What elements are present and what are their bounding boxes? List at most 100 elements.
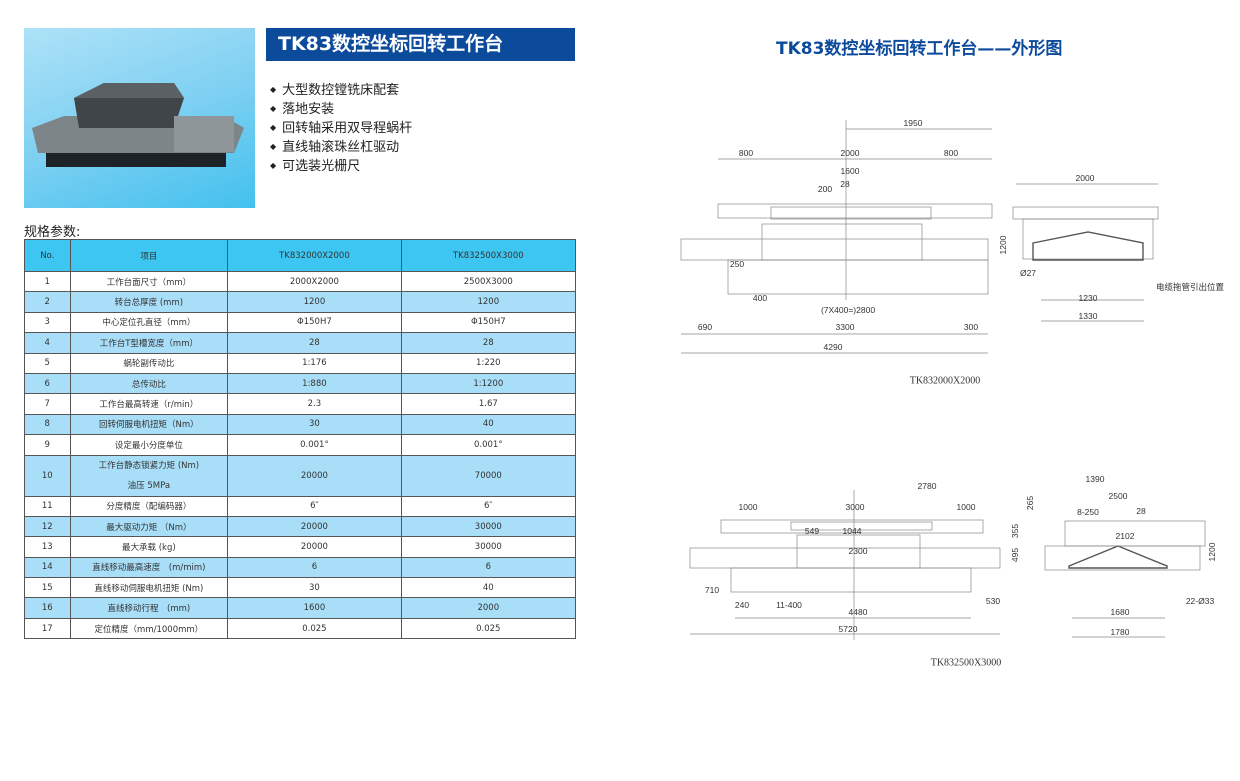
dimension-label: 530 [985, 596, 1001, 606]
dimension-label: 1000 [738, 502, 758, 512]
dimension-label: 28 [1136, 506, 1146, 516]
column-header: No. [24, 239, 71, 272]
table-cell: 1:880 [227, 372, 402, 395]
table-cell: 总传动比 [69, 372, 229, 395]
dimension-label: 1780 [1110, 627, 1130, 637]
table-row: 7 工作台最高转速（r/min） 2.3 1.67 [24, 393, 577, 415]
dimension-label: 2780 [917, 481, 937, 491]
feature-item: 回转轴采用双导程蜗杆 [270, 118, 412, 137]
feature-item: 落地安装 [270, 99, 412, 118]
dimension-label: 3000 [845, 502, 865, 512]
table-cell: 设定最小分度单位 [69, 434, 229, 456]
table-cell: 20000 [227, 454, 402, 497]
dimension-label: 3300 [835, 322, 855, 332]
dimension-label: 4290 [823, 342, 843, 352]
table-cell: 0.025 [400, 617, 577, 640]
table-row: 10 工作台静态锁紧力矩 (Nm) 油压 5MPa 20000 70000 [24, 454, 577, 497]
dimension-label: 300 [963, 322, 979, 332]
drawing-title: TK83数控坐标回转工作台——外形图 [776, 39, 1063, 59]
dimension-label: 1230 [1078, 293, 1098, 303]
dimension-label: 1680 [1110, 607, 1130, 617]
table-cell: 直线移动行程 (mm) [69, 597, 229, 619]
feature-item: 可选装光栅尺 [270, 156, 412, 175]
drawing-2-side [1044, 520, 1206, 638]
dimension-label: 5720 [838, 624, 858, 634]
dimension-label: 2000 [840, 148, 860, 158]
table-cell: 直线移动最高速度 (m/mim) [69, 556, 229, 579]
dimension-label: 11-400 [776, 600, 802, 610]
spec-table: No. 项目 TK832000X2000 TK832500X3000 1 工作台面尺寸（… [24, 239, 577, 640]
table-cell: 9 [24, 434, 71, 456]
table-cell: 工作台静态锁紧力矩 (Nm) 油压 5MPa [69, 454, 229, 497]
dimension-label: 2102 [1115, 531, 1135, 541]
table-cell: 1:1200 [400, 372, 577, 395]
table-cell: 17 [24, 617, 71, 640]
dimension-label: 1950 [903, 118, 923, 128]
dimension-label: 200 [817, 184, 833, 194]
table-row: 3 中心定位孔直径（mm） Φ150H7 Φ150H7 [24, 311, 577, 334]
table-cell: 6 [400, 556, 577, 579]
dimension-label: 240 [734, 600, 750, 610]
table-cell: 0.001° [227, 434, 402, 456]
table-row: 9 设定最小分度单位 0.001° 0.001° [24, 434, 577, 456]
table-cell: 1600 [227, 597, 402, 619]
table-cell: 28 [227, 332, 402, 354]
dimension-label: 电缆拖管引出位置 [1155, 282, 1225, 292]
table-row: 2 转台总厚度 (mm) 1200 1200 [24, 291, 577, 313]
table-cell: 28 [400, 332, 577, 354]
feature-item: 直线轴滚珠丝杠驱动 [270, 137, 412, 156]
table-cell: 转台总厚度 (mm) [69, 291, 229, 313]
dimension-label: 8-250 [1077, 507, 1099, 517]
table-cell: 40 [400, 413, 577, 436]
drawing-2-front [689, 490, 1001, 640]
table-cell: 14 [24, 556, 71, 579]
drawing-1-side [1012, 183, 1159, 322]
feature-list: 大型数控镗铣床配套落地安装回转轴采用双导程蜗杆直线轴滚珠丝杠驱动可选装光栅尺 [270, 80, 412, 175]
dimension-label: 2000 [1075, 173, 1095, 183]
dimension-label: Ø27 [1019, 268, 1037, 278]
table-row: 6 总传动比 1:880 1:1200 [24, 372, 577, 395]
dimension-label: 1044 [842, 526, 862, 536]
table-row: 1 工作台面尺寸（mm） 2000X2000 2500X3000 [24, 270, 577, 293]
dimension-label: 4480 [848, 607, 868, 617]
dimension-label: 800 [943, 148, 959, 158]
spec-label: 规格参数: [24, 225, 81, 240]
table-cell: 20000 [227, 515, 402, 538]
table-row: 8 回转伺服电机扭矩（Nm） 30 40 [24, 413, 577, 436]
table-row: 11 分度精度（配编码器） 6″ 6″ [24, 495, 577, 517]
dimension-label: 800 [738, 148, 754, 158]
drawing-2-caption: TK832500X3000 [930, 657, 1002, 669]
drawing-1-front [680, 120, 993, 354]
dimension-label: (7X400=)2800 [820, 305, 876, 315]
table-cell: 0.025 [227, 617, 402, 640]
dimension-label: 2300 [848, 546, 868, 556]
dimension-label: 710 [704, 585, 720, 595]
table-row: 12 最大驱动力矩 （Nm） 20000 30000 [24, 515, 577, 538]
dimension-label: 22-Ø33 [1185, 596, 1215, 606]
dimension-label: 1000 [956, 502, 976, 512]
dimension-label: 549 [804, 526, 820, 536]
feature-item: 大型数控镗铣床配套 [270, 80, 412, 99]
product-title: TK83数控坐标回转工作台 [266, 28, 575, 61]
column-header: TK832000X2000 [227, 239, 402, 272]
rotary-table-image [32, 83, 244, 167]
dimension-label: 1390 [1085, 474, 1105, 484]
table-row: 13 最大承载 (kg) 20000 30000 [24, 536, 577, 558]
table-cell: 30 [227, 413, 402, 436]
product-photo [24, 28, 255, 208]
table-cell: 4 [24, 332, 71, 354]
table-cell: 回转伺服电机扭矩（Nm） [69, 413, 229, 436]
table-cell: 2000 [400, 597, 577, 619]
dimension-label: 1600 [840, 166, 860, 176]
dimension-label: 400 [752, 293, 768, 303]
table-cell: 8 [24, 413, 71, 436]
drawing-1-caption: TK832000X2000 [909, 375, 981, 387]
table-row: 17 定位精度（mm/1000mm） 0.025 0.025 [24, 617, 577, 640]
column-header: TK832500X3000 [400, 239, 577, 272]
dimension-label: 1200 [998, 235, 1008, 255]
dimension-label: 495 [1010, 547, 1020, 563]
table-cell: 10 [24, 454, 71, 497]
table-row: 14 直线移动最高速度 (m/mim) 6 6 [24, 556, 577, 579]
